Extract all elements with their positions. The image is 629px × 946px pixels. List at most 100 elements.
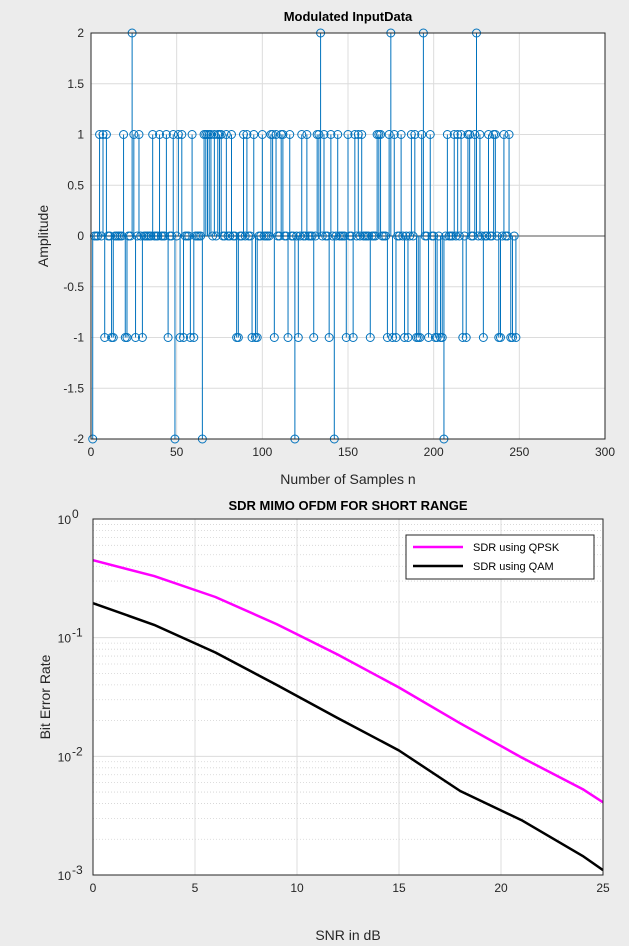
x-tick-label: 5 bbox=[192, 881, 199, 895]
x-tick-label: 50 bbox=[170, 445, 184, 459]
stem-marker bbox=[391, 333, 401, 342]
stem-marker bbox=[179, 333, 189, 342]
x-tick-label: 20 bbox=[494, 881, 508, 895]
stem-marker bbox=[350, 130, 360, 139]
stem-marker bbox=[317, 231, 327, 241]
y-tick-exponent: -1 bbox=[72, 626, 83, 640]
stem-marker bbox=[129, 130, 139, 139]
stem-marker bbox=[309, 333, 319, 342]
stem-marker bbox=[357, 130, 367, 139]
stem-marker bbox=[352, 231, 362, 241]
stem-marker bbox=[148, 130, 158, 139]
stem-marker bbox=[220, 231, 230, 241]
stem-marker bbox=[400, 333, 410, 342]
y-tick-label: 10 bbox=[58, 750, 72, 764]
x-tick-label: 10 bbox=[290, 881, 304, 895]
stem-marker bbox=[343, 130, 353, 139]
x-tick-label: 0 bbox=[88, 445, 95, 459]
stem-marker bbox=[249, 130, 259, 139]
x-tick-label: 300 bbox=[595, 445, 615, 459]
stem-marker bbox=[331, 231, 341, 241]
stem-chart: 0 50 100 150 200 250 300-2-1.5-1-0.500.511.52 … bbox=[35, 9, 615, 487]
y-axis-label: Bit Error Rate bbox=[37, 654, 53, 739]
stem-marker bbox=[461, 333, 471, 342]
stem-marker bbox=[163, 333, 173, 342]
stem-marker bbox=[490, 130, 500, 139]
stem-marker bbox=[364, 231, 374, 241]
stem-marker bbox=[487, 231, 497, 241]
stem-marker bbox=[105, 231, 115, 241]
stem-marker bbox=[256, 231, 266, 241]
stem-marker bbox=[172, 231, 182, 241]
series-lines bbox=[92, 558, 604, 872]
y-tick-label: -1 bbox=[73, 331, 84, 345]
stem-marker bbox=[511, 333, 521, 342]
stem-marker bbox=[216, 130, 226, 139]
stem-marker bbox=[177, 130, 187, 139]
legend: SDR using QPSK SDR using QAM bbox=[405, 534, 595, 580]
stem-marker bbox=[247, 333, 257, 342]
stem-marker bbox=[117, 231, 127, 241]
stem-marker bbox=[424, 333, 434, 342]
stem-marker bbox=[307, 231, 317, 241]
x-tick-label: 150 bbox=[338, 445, 358, 459]
stem-marker bbox=[353, 130, 363, 139]
stem-marker bbox=[283, 333, 293, 342]
stem-marker bbox=[108, 333, 118, 342]
stem-marker bbox=[434, 231, 444, 241]
stem-marker bbox=[211, 231, 221, 241]
x-tick-label: 250 bbox=[509, 445, 529, 459]
stem-marker bbox=[497, 231, 507, 241]
stem-marker bbox=[322, 231, 332, 241]
stem-marker bbox=[415, 333, 425, 342]
stem-marker bbox=[478, 333, 488, 342]
y-tick-label: -0.5 bbox=[63, 280, 84, 294]
stem-marker bbox=[456, 130, 466, 139]
stem-marker bbox=[155, 130, 165, 139]
stem-marker bbox=[96, 231, 106, 241]
stem-marker bbox=[432, 333, 442, 342]
y-tick-exponent: -2 bbox=[72, 744, 83, 758]
stem-marker bbox=[381, 231, 391, 241]
stem-marker bbox=[394, 231, 404, 241]
stem-marker bbox=[410, 130, 420, 139]
stem-marker bbox=[134, 130, 144, 139]
stem-marker bbox=[509, 231, 519, 241]
stem-marker bbox=[242, 130, 252, 139]
y-tick-label: -1.5 bbox=[63, 381, 84, 395]
y-tick-label: 10 bbox=[58, 869, 72, 883]
y-tick-exponent: -3 bbox=[72, 863, 83, 877]
stem-marker bbox=[370, 231, 380, 241]
stem-marker bbox=[405, 231, 415, 241]
y-tick-label: 0 bbox=[77, 229, 84, 243]
stem-marker bbox=[388, 333, 398, 342]
stem-marker bbox=[429, 231, 439, 241]
stem-marker bbox=[136, 231, 146, 241]
stem-marker bbox=[328, 231, 338, 241]
x-tick-label: 0 bbox=[90, 881, 97, 895]
stem-marker bbox=[252, 333, 262, 342]
stem-marker bbox=[454, 231, 464, 241]
stem-marker bbox=[319, 130, 329, 139]
stem-marker bbox=[310, 231, 320, 241]
stem-marker bbox=[333, 130, 343, 139]
stem-marker bbox=[483, 130, 493, 139]
stem-marker bbox=[137, 333, 147, 342]
stem-marker bbox=[101, 130, 111, 139]
stem-marker bbox=[475, 130, 485, 139]
stem-marker bbox=[98, 130, 108, 139]
stem-marker bbox=[167, 231, 177, 241]
legend-box bbox=[405, 534, 595, 580]
stem-marker bbox=[477, 231, 487, 241]
stem-marker bbox=[376, 130, 386, 139]
stem-marker bbox=[95, 130, 105, 139]
stem-marker bbox=[458, 333, 468, 342]
stem-marker bbox=[187, 130, 197, 139]
y-tick-label: 0.5 bbox=[67, 178, 84, 192]
stem-series bbox=[88, 28, 605, 444]
stem-marker bbox=[460, 231, 470, 241]
stem-marker bbox=[292, 231, 302, 241]
stem-marker bbox=[507, 333, 517, 342]
stem-marker bbox=[237, 231, 247, 241]
